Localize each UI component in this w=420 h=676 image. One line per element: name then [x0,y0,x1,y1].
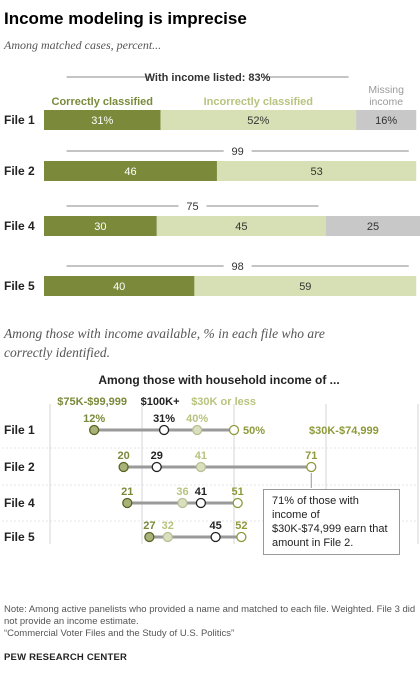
footer-source-title: “Commercial Voter Files and the Study of… [4,628,235,639]
legend-label: Incorrectly classified [204,96,313,108]
bar-segment [194,276,417,296]
data-point [144,531,155,543]
bar-segment [156,216,326,236]
data-point [232,497,243,509]
series-label: $30K or less [191,396,256,408]
bar-value-label: 52% [247,115,269,127]
legend-label: Correctly classified [52,96,154,108]
point-label: 51 [232,486,244,498]
point-label: 71 [305,450,317,462]
row-label: File 4 [4,496,35,510]
data-point [195,461,207,473]
data-point [192,424,203,436]
series-label: $75K-$99,999 [57,396,127,408]
series-label: $30K-$74,999 [309,425,379,437]
point-label: 45 [209,520,221,532]
row-label: File 4 [4,219,35,233]
bar-segment [160,110,357,130]
point-label: 31% [153,413,175,425]
point-label: 32 [162,520,174,532]
page-subtitle: Among matched cases, percent... [4,38,162,52]
point-label: 20 [117,450,129,462]
legend-label: Missing [368,84,404,96]
data-point [210,531,221,543]
point-label: 27 [143,520,155,532]
data-point [118,461,129,473]
data-point [195,497,207,509]
bar-value-label: 31% [91,115,113,127]
bar-value-label: 46 [124,166,136,178]
bar-segment [356,110,417,130]
data-point [228,424,240,436]
point-label: 40% [186,413,208,425]
row-label: File 1 [4,113,35,127]
bar-value-label: 16% [375,115,397,127]
page-title: Income modeling is imprecise [4,9,247,28]
source-label: PEW RESEARCH CENTER [4,652,128,663]
point-label: 50% [243,425,265,437]
bar-segment [44,216,157,236]
footer-note-text: Note: Among active panelists who provide… [4,604,416,627]
bracket-total-label: 99 [232,146,244,158]
series-label: $100K+ [141,396,180,408]
dot-chart-title: Among those with household income of ... [98,373,339,387]
bracket-total-label: With income listed: 83% [145,72,271,84]
row-label: File 2 [4,460,35,474]
point-label: 41 [195,486,207,498]
row-label: File 2 [4,164,35,178]
bar-value-label: 53 [310,166,322,178]
callout-annotation: 71% of those with income of $30K-$74,999… [263,489,400,555]
point-label: 29 [151,450,163,462]
row-label: File 5 [4,530,35,544]
bracket-total-label: 75 [186,201,198,213]
bar-value-label: 45 [235,221,247,233]
point-label: 52 [235,520,247,532]
row-label: File 1 [4,423,35,437]
row-label: File 5 [4,279,35,293]
bracket-total-label: 98 [232,261,244,273]
data-point [122,497,133,509]
bar-segment [44,110,161,130]
data-point [89,424,100,436]
stacked-bar-chart: Correctly classified Incorrectly classifi… [4,72,420,296]
point-label: 36 [176,486,188,498]
footer-note: Note: Among active panelists who provide… [4,604,416,640]
point-label: 21 [121,486,133,498]
legend-label: income [369,96,403,108]
data-point [151,461,162,473]
dot-chart-intro: Among those with income available, % in … [4,326,325,360]
bar-segment [216,161,417,181]
data-point [162,531,173,543]
bar-value-label: 30 [94,221,106,233]
bar-value-label: 40 [113,281,125,293]
bar-value-label: 59 [299,281,311,293]
dot-plot-chart: Among those with household income of ...… [2,373,419,544]
data-point [306,461,317,473]
point-label: 12% [83,413,105,425]
data-point [158,424,170,436]
data-point [236,531,247,543]
bar-value-label: 25 [367,221,379,233]
data-point [177,497,188,509]
point-label: 41 [195,450,207,462]
bar-segment [44,276,195,296]
bar-segment [44,161,217,181]
bar-segment [326,216,420,236]
